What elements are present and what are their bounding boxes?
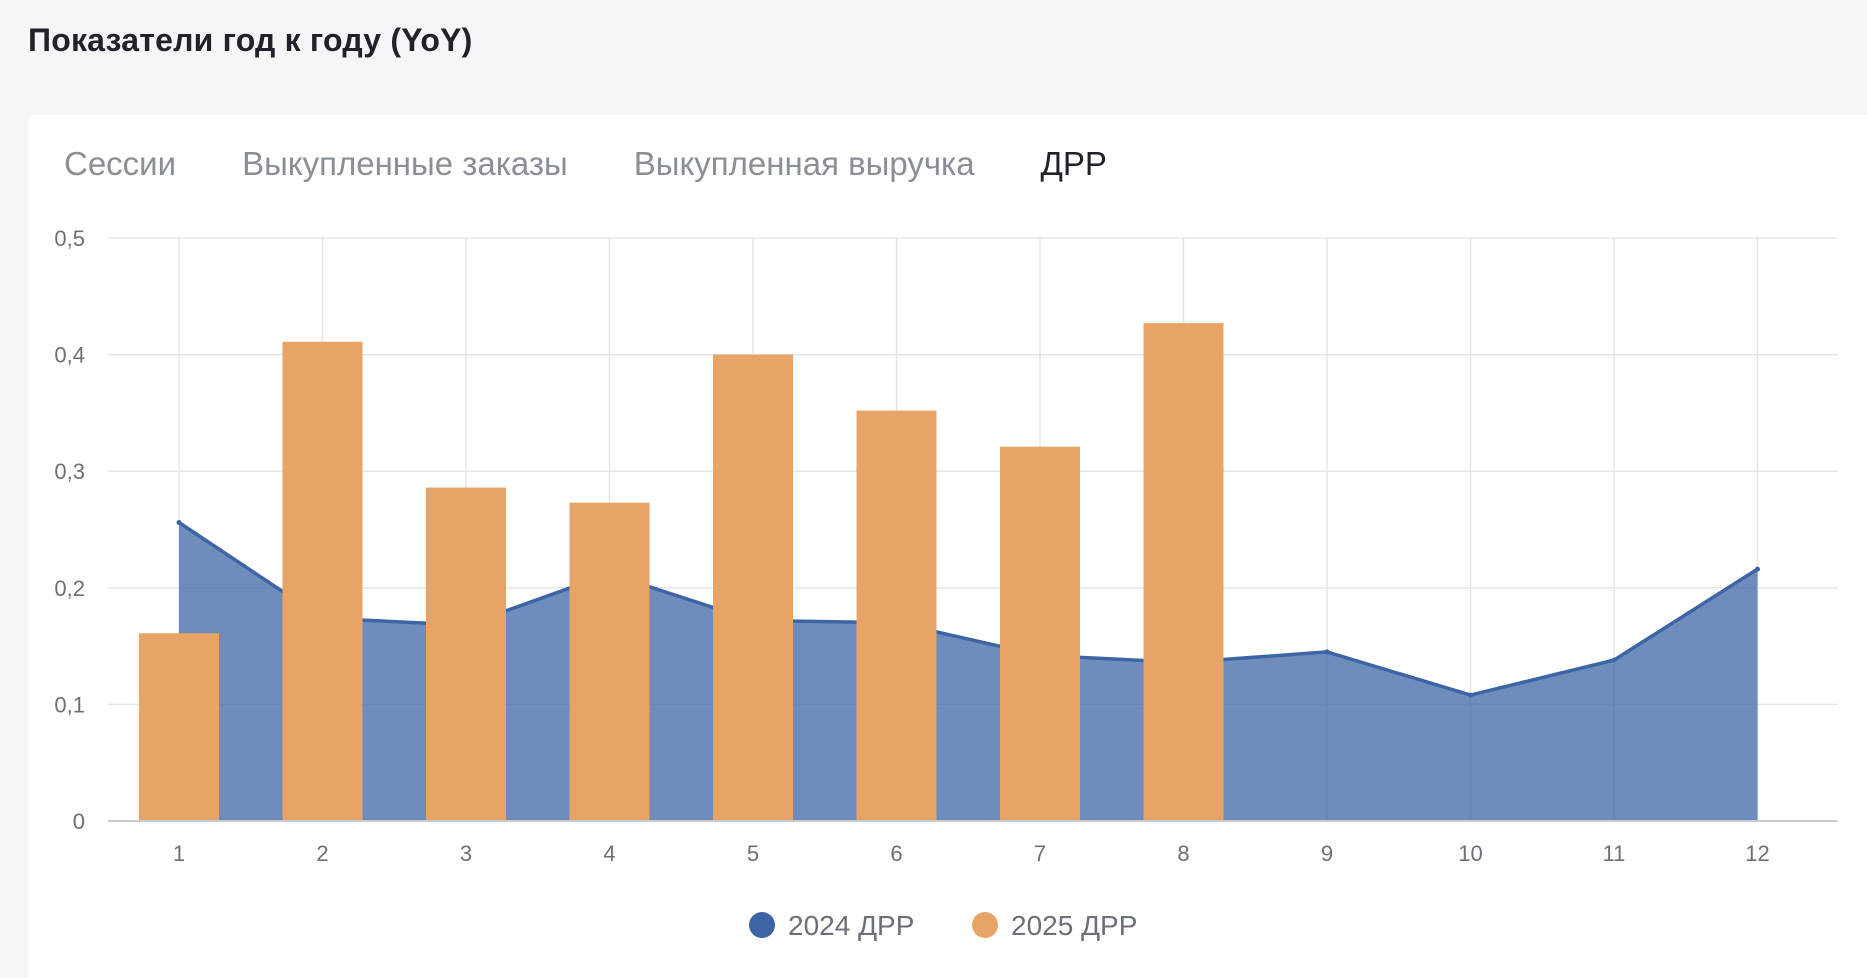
legend-item[interactable]: 2024 ДРР xyxy=(749,910,914,941)
y-tick-label: 0 xyxy=(73,809,85,834)
series-2024-point[interactable] xyxy=(1468,692,1473,698)
yoy-chart-card: Сессии Выкупленные заказы Выкупленная вы… xyxy=(28,115,1867,978)
chart-legend: 2024 ДРР 2025 ДРР xyxy=(749,910,1137,941)
tab-redeemed-orders[interactable]: Выкупленные заказы xyxy=(242,145,568,182)
tab-drr[interactable]: ДРР xyxy=(1040,145,1107,182)
x-tick-label: 6 xyxy=(890,841,902,866)
x-tick-label: 9 xyxy=(1321,841,1333,866)
x-tick-label: 12 xyxy=(1745,841,1769,866)
metric-tabs: Сессии Выкупленные заказы Выкупленная вы… xyxy=(64,145,1173,183)
series-2025-bar[interactable] xyxy=(139,633,219,821)
x-tick-label: 4 xyxy=(603,841,615,866)
series-2024-point[interactable] xyxy=(1611,657,1617,663)
y-tick-label: 0,3 xyxy=(54,459,85,484)
series-2024-point[interactable] xyxy=(1324,649,1330,655)
series-2024-point[interactable] xyxy=(1755,566,1760,572)
x-tick-label: 2 xyxy=(316,841,328,866)
legend-label: 2024 ДРР xyxy=(788,910,914,941)
legend-item[interactable]: 2025 ДРР xyxy=(972,910,1137,941)
series-2024-point[interactable] xyxy=(176,520,182,526)
series-2025-bar[interactable] xyxy=(856,410,937,821)
series-2025-bars xyxy=(139,323,1224,821)
tab-redeemed-revenue[interactable]: Выкупленная выручка xyxy=(633,145,975,182)
page-title: Показатели год к году (YoY) xyxy=(28,22,473,58)
x-tick-label: 5 xyxy=(747,841,759,866)
chart-axes: 00,10,20,30,40,51 2 3 4 5 6 7 8 9 10 11 12 xyxy=(54,226,1838,866)
tab-sessions[interactable]: Сессии xyxy=(64,145,177,182)
x-tick-label: 10 xyxy=(1458,841,1482,866)
x-tick-label: 11 xyxy=(1603,841,1626,866)
legend-swatch xyxy=(972,912,998,938)
y-tick-label: 0,5 xyxy=(54,226,85,251)
series-2025-bar[interactable] xyxy=(426,487,506,821)
series-2025-bar[interactable] xyxy=(569,502,650,821)
y-tick-label: 0,4 xyxy=(54,343,85,368)
legend-label: 2025 ДРР xyxy=(1011,910,1137,941)
legend-swatch xyxy=(749,912,775,938)
x-tick-label: 1 xyxy=(173,841,185,866)
series-2024-area xyxy=(176,520,1760,821)
x-tick-label: 3 xyxy=(460,841,472,866)
series-2024-fill xyxy=(179,522,1758,821)
yoy-chart: 00,10,20,30,40,51 2 3 4 5 6 7 8 9 10 11 12 2024 ДРР… xyxy=(54,226,1838,941)
series-2025-bar[interactable] xyxy=(1000,446,1080,821)
series-2025-bar[interactable] xyxy=(713,354,793,821)
series-2025-bar[interactable] xyxy=(282,341,363,821)
x-tick-label: 8 xyxy=(1177,841,1189,866)
x-tick-label: 7 xyxy=(1034,841,1046,866)
y-tick-label: 0,1 xyxy=(54,692,85,717)
y-tick-label: 0,2 xyxy=(54,576,85,601)
series-2025-bar[interactable] xyxy=(1143,323,1224,821)
